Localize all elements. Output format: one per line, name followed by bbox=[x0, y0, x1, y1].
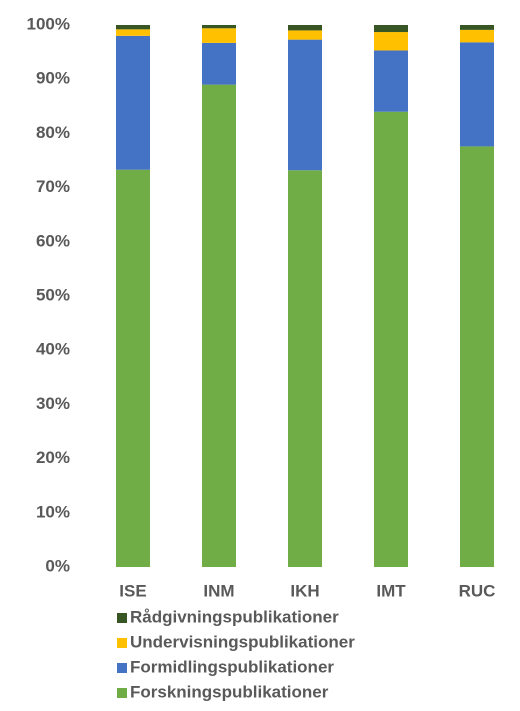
bar-segment bbox=[460, 42, 494, 147]
y-tick-label: 40% bbox=[36, 340, 70, 359]
legend-swatch bbox=[117, 663, 127, 673]
legend-swatch bbox=[117, 688, 127, 698]
y-tick-label: 100% bbox=[27, 14, 70, 33]
bar-segment bbox=[374, 111, 408, 567]
bar-segment bbox=[374, 32, 408, 51]
bar-segment bbox=[202, 28, 236, 43]
x-tick-label: IKH bbox=[290, 581, 319, 600]
legend-label: Undervisningspublikationer bbox=[130, 632, 355, 651]
bar-segment bbox=[288, 170, 322, 568]
y-tick-label: 60% bbox=[36, 231, 70, 250]
bar-segment bbox=[460, 146, 494, 567]
bar-segment bbox=[202, 42, 236, 85]
bar-segment bbox=[460, 29, 494, 43]
legend-label: Formidlingspublikationer bbox=[130, 657, 334, 676]
bar-segment bbox=[116, 169, 150, 568]
y-tick-label: 10% bbox=[36, 502, 70, 521]
y-tick-label: 30% bbox=[36, 394, 70, 413]
x-tick-label: RUC bbox=[459, 581, 496, 600]
y-tick-label: 70% bbox=[36, 177, 70, 196]
legend-swatch bbox=[117, 638, 127, 648]
legend-label: Forskningspublikationer bbox=[130, 682, 329, 701]
x-tick-label: INM bbox=[203, 581, 234, 600]
y-tick-label: 20% bbox=[36, 448, 70, 467]
bar-segment bbox=[288, 30, 322, 40]
bar-segment bbox=[116, 35, 150, 170]
x-tick-label: IMT bbox=[376, 581, 406, 600]
bar-segment bbox=[116, 25, 150, 30]
y-tick-label: 90% bbox=[36, 69, 70, 88]
bar-segment bbox=[202, 84, 236, 568]
bar-segment bbox=[374, 50, 408, 112]
bar-segment bbox=[288, 39, 322, 171]
x-tick-label: ISE bbox=[119, 581, 146, 600]
legend-label: Rådgivningspublikationer bbox=[130, 607, 339, 626]
bar-segment bbox=[460, 25, 494, 30]
y-tick-label: 50% bbox=[36, 285, 70, 304]
y-tick-label: 80% bbox=[36, 123, 70, 142]
legend-swatch bbox=[117, 613, 127, 623]
bar-segment bbox=[116, 29, 150, 36]
bar-segment bbox=[374, 25, 408, 33]
y-tick-label: 0% bbox=[45, 556, 70, 575]
bar-segment bbox=[288, 25, 322, 31]
bar-segment bbox=[202, 25, 236, 29]
